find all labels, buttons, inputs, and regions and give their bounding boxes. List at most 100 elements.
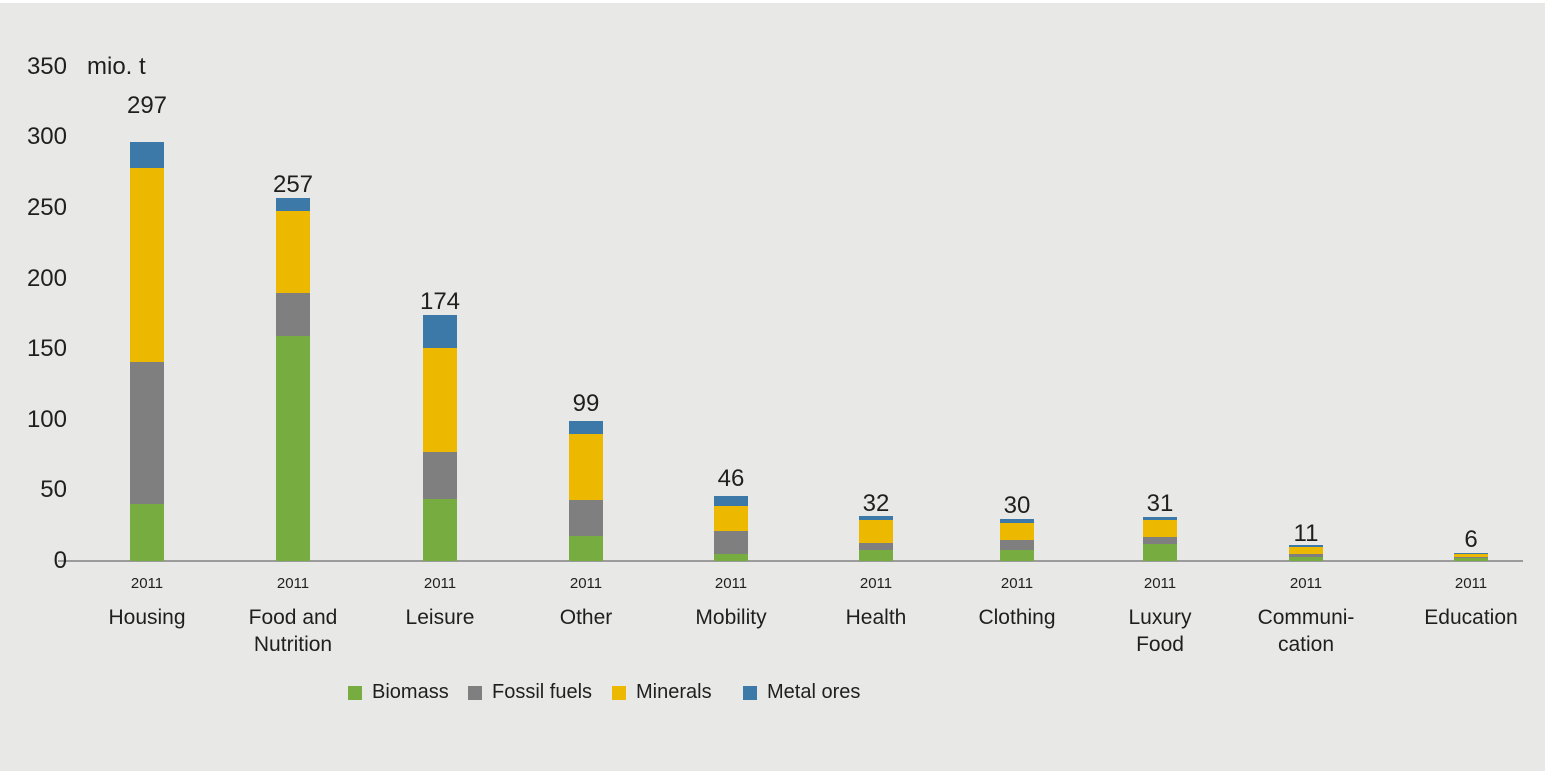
bar-segment-fossil-fuels-housing: [130, 361, 164, 505]
y-axis-tick-label-200: 200: [26, 264, 67, 292]
bar-total-label-other: 99: [572, 390, 600, 418]
bar-total-label-health: 32: [862, 489, 890, 517]
bar-year-label-clothing: 2011: [1000, 575, 1034, 592]
bar-year-label-housing: 2011: [130, 575, 164, 592]
category-label-mobility: Mobility: [695, 606, 767, 629]
bar-segment-minerals-food-andnutrition: [276, 210, 310, 293]
legend-item-fossil-fuels: Fossil fuels: [468, 681, 592, 704]
legend-item-biomass: Biomass: [348, 681, 449, 704]
category-label-food-andnutrition: Food and Nutrition: [248, 606, 338, 656]
bar-clothing: [1000, 518, 1034, 561]
bar-total-label-food-andnutrition: 257: [272, 171, 314, 199]
x-axis-line: [58, 560, 1523, 562]
category-label-health: Health: [845, 606, 907, 629]
legend-swatch-metal-ores: [743, 685, 757, 700]
legend-label-fossil-fuels: Fossil fuels: [492, 681, 593, 703]
bar-segment-metal-ores-communi-cation: [1289, 545, 1323, 547]
bar-segment-metal-ores-food-andnutrition: [276, 198, 310, 211]
bar-segment-biomass-education: [1454, 558, 1488, 561]
category-label-housing: Housing: [108, 606, 186, 629]
bar-segment-metal-ores-mobility: [714, 496, 748, 506]
y-axis-tick-label-100: 100: [26, 405, 67, 433]
bar-segment-fossil-fuels-other: [569, 500, 603, 536]
bar-segment-fossil-fuels-communi-cation: [1289, 553, 1323, 557]
bar-segment-metal-ores-leisure: [423, 315, 457, 348]
bar-segment-minerals-leisure: [423, 347, 457, 453]
bar-segment-minerals-other: [569, 433, 603, 501]
bar-segment-minerals-health: [859, 520, 893, 543]
bar-segment-biomass-mobility: [714, 553, 748, 561]
bar-year-label-food-andnutrition: 2011: [276, 575, 310, 592]
bar-segment-biomass-communi-cation: [1289, 556, 1323, 561]
bar-education: [1454, 552, 1488, 561]
bottom-border-strip: [0, 771, 1545, 775]
bar-total-label-education: 6: [1464, 525, 1478, 553]
category-label-leisure: Leisure: [405, 606, 475, 629]
y-axis-tick-label-300: 300: [26, 123, 67, 151]
y-axis-tick-label-250: 250: [26, 194, 67, 221]
legend-item-metal-ores: Metal ores: [743, 681, 860, 704]
bar-segment-minerals-luxuryfood: [1143, 520, 1177, 537]
bar-segment-biomass-luxuryfood: [1143, 544, 1177, 561]
bar-year-label-communi-cation: 2011: [1289, 575, 1323, 592]
category-label-clothing: Clothing: [978, 606, 1056, 629]
bar-segment-fossil-fuels-luxuryfood: [1143, 536, 1177, 545]
bar-year-label-health: 2011: [859, 575, 893, 592]
bar-segment-biomass-housing: [130, 504, 164, 561]
bar-segment-minerals-clothing: [1000, 522, 1034, 540]
bar-segment-fossil-fuels-mobility: [714, 531, 748, 554]
bar-segment-minerals-education: [1454, 553, 1488, 557]
bar-segment-fossil-fuels-clothing: [1000, 539, 1034, 550]
bar-health: [859, 515, 893, 561]
bar-communi-cation: [1289, 545, 1323, 561]
legend-label-minerals: Minerals: [636, 681, 712, 703]
bar-segment-minerals-communi-cation: [1289, 546, 1323, 554]
bar-food-andnutrition: [276, 198, 310, 561]
bar-segment-minerals-mobility: [714, 505, 748, 532]
bar-segment-biomass-health: [859, 549, 893, 561]
y-axis-tick-label-150: 150: [26, 335, 67, 363]
bar-year-label-luxuryfood: 2011: [1143, 575, 1177, 592]
bar-segment-biomass-other: [569, 535, 603, 561]
bar-segment-fossil-fuels-health: [859, 542, 893, 550]
bar-housing: [130, 141, 164, 561]
bar-year-label-education: 2011: [1454, 575, 1488, 592]
category-label-communi-cation: Communi- cation: [1257, 606, 1355, 656]
bar-segment-fossil-fuels-education: [1454, 556, 1488, 559]
bar-total-label-communi-cation: 11: [1293, 520, 1319, 548]
y-axis-tick-label-0: 0: [53, 547, 67, 574]
bar-segment-fossil-fuels-leisure: [423, 452, 457, 499]
bar-segment-metal-ores-education: [1454, 552, 1488, 554]
legend-swatch-minerals: [612, 685, 626, 700]
y-axis-unit-label: mio. t: [87, 53, 146, 80]
bar-luxuryfood: [1143, 517, 1177, 561]
bar-total-label-leisure: 174: [419, 288, 461, 316]
bar-segment-metal-ores-luxuryfood: [1143, 517, 1177, 521]
bar-segment-metal-ores-housing: [130, 141, 164, 169]
bar-leisure: [423, 315, 457, 561]
bar-other: [569, 421, 603, 561]
bar-segment-metal-ores-clothing: [1000, 518, 1034, 523]
legend-swatch-fossil-fuels: [468, 685, 482, 700]
category-label-other: Other: [559, 606, 613, 629]
bar-total-label-luxuryfood: 31: [1146, 490, 1174, 518]
bar-total-label-housing: 297: [126, 91, 168, 119]
top-border-strip: [0, 0, 1545, 3]
bar-segment-metal-ores-other: [569, 421, 603, 434]
bar-total-label-mobility: 46: [717, 465, 745, 493]
bar-year-label-mobility: 2011: [714, 575, 748, 592]
bar-segment-fossil-fuels-food-andnutrition: [276, 292, 310, 337]
bar-segment-biomass-leisure: [423, 498, 457, 561]
category-label-education: Education: [1424, 606, 1518, 629]
legend-swatch-biomass: [348, 685, 362, 700]
bar-mobility: [714, 496, 748, 561]
y-axis-tick-label-350: 350: [26, 52, 67, 80]
bar-total-label-clothing: 30: [1003, 491, 1031, 519]
legend-label-biomass: Biomass: [372, 681, 449, 703]
legend-label-metal-ores: Metal ores: [767, 681, 861, 703]
bar-year-label-leisure: 2011: [423, 575, 457, 592]
y-axis-tick-label-50: 50: [40, 476, 67, 504]
category-label-luxuryfood: Luxury Food: [1128, 606, 1192, 656]
